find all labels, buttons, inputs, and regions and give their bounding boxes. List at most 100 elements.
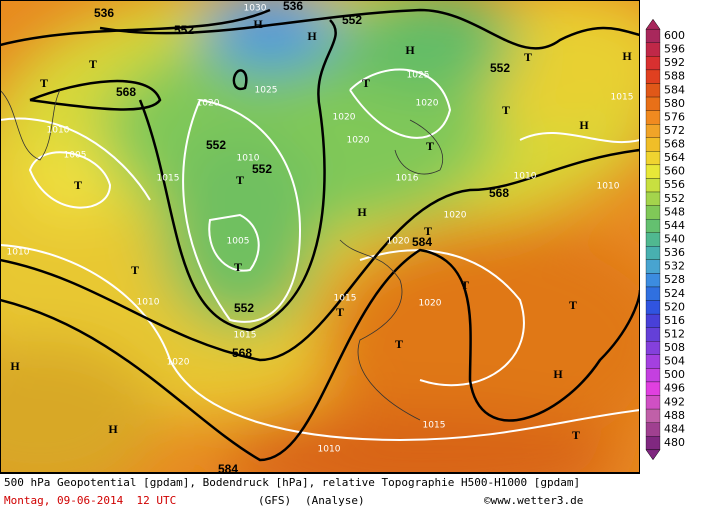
legend-swatch	[645, 259, 661, 274]
footer-credit: ©www.wetter3.de	[484, 494, 583, 507]
legend-label: 516	[664, 314, 685, 327]
legend-swatch	[645, 232, 661, 247]
geopotential-label: 536	[94, 6, 114, 20]
isobar-label: 1010	[514, 172, 537, 182]
legend-swatch	[645, 42, 661, 57]
pressure-center-label: T	[74, 178, 82, 192]
legend-label: 512	[664, 327, 685, 340]
legend-label: 536	[664, 246, 685, 259]
legend-label: 564	[664, 151, 685, 164]
geopotential-label: 568	[232, 346, 252, 360]
footer-model: (GFS)	[258, 494, 291, 507]
legend-swatch	[645, 205, 661, 220]
isobar-label: 1010	[7, 248, 30, 258]
legend-label: 576	[664, 110, 685, 123]
pressure-center-label: T	[362, 76, 370, 90]
pressure-center-label: T	[234, 260, 242, 274]
isobar-label: 1020	[347, 136, 370, 146]
legend-label: 584	[664, 83, 685, 96]
isobar-label: 1020	[167, 358, 190, 368]
legend-label: 552	[664, 192, 685, 205]
legend-swatch	[645, 436, 661, 450]
legend-swatch	[645, 273, 661, 288]
legend-label: 600	[664, 29, 685, 42]
legend-label: 572	[664, 124, 685, 137]
pressure-center-label: T	[336, 305, 344, 319]
isobar-label: 1015	[423, 421, 446, 431]
geopotential-label: 536	[283, 0, 303, 13]
legend-swatch	[645, 56, 661, 71]
pressure-center-label: T	[424, 224, 432, 238]
legend-label: 588	[664, 70, 685, 83]
geopotential-label: 552	[174, 23, 194, 37]
isobar-label: 1010	[137, 298, 160, 308]
legend-label: 556	[664, 178, 685, 191]
isobar-label: 1016	[396, 174, 419, 184]
legend-swatch	[645, 164, 661, 179]
pressure-center-label: T	[569, 298, 577, 312]
legend-swatch	[645, 151, 661, 166]
isobar-label: 1005	[64, 151, 87, 161]
isobar-label: 1020	[333, 113, 356, 123]
pressure-center-label: H	[357, 205, 367, 219]
geopotential-label: 552	[206, 138, 226, 152]
legend-label: 480	[664, 436, 685, 449]
map: 536 1030 536 552 552 H H H T T 568 1025 T 552 T H 1020 10…	[0, 0, 640, 476]
legend-bottom-arrow	[645, 449, 661, 461]
legend-label: 544	[664, 219, 685, 232]
legend-label: 520	[664, 300, 685, 313]
legend-swatch	[645, 368, 661, 383]
geopotential-label: 584	[218, 462, 238, 476]
isobar-label: 1015	[334, 294, 357, 304]
legend-label: 540	[664, 233, 685, 246]
pressure-center-label: H	[553, 367, 563, 381]
legend-swatch	[645, 83, 661, 98]
legend-swatch	[645, 29, 661, 43]
pressure-center-label: T	[89, 57, 97, 71]
legend-label: 580	[664, 97, 685, 110]
legend-swatch	[645, 354, 661, 369]
legend-label: 496	[664, 382, 685, 395]
isobar-label: 1005	[227, 237, 250, 247]
isobar-label: 1010	[47, 126, 70, 136]
pressure-center-label: T	[461, 278, 469, 292]
pressure-center-label: H	[108, 422, 118, 436]
legend-top-arrow	[645, 18, 661, 30]
isobar-label: 1020	[419, 299, 442, 309]
isobar-label: 1020	[416, 99, 439, 109]
legend-label: 484	[664, 422, 685, 435]
isobar-label: 1020	[197, 99, 220, 109]
legend-label: 508	[664, 341, 685, 354]
legend-swatch	[645, 300, 661, 315]
geopotential-label: 568	[489, 186, 509, 200]
legend-swatch	[645, 341, 661, 355]
isobar-label: 1030	[244, 4, 267, 14]
legend-swatch	[645, 395, 661, 410]
legend-swatch	[645, 137, 661, 152]
isobar-label: 1010	[597, 182, 620, 192]
geopotential-label: 552	[234, 301, 254, 315]
legend-swatch	[645, 110, 661, 125]
legend-swatch	[645, 191, 661, 206]
legend-label: 528	[664, 273, 685, 286]
legend-swatch	[645, 422, 661, 437]
pressure-center-label: T	[236, 173, 244, 187]
legend-label: 500	[664, 368, 685, 381]
pressure-center-label: H	[307, 29, 317, 43]
legend-swatch	[645, 381, 661, 396]
geopotential-label: 568	[116, 85, 136, 99]
pressure-center-label: T	[395, 337, 403, 351]
legend-swatch	[645, 124, 661, 138]
legend-label: 560	[664, 165, 685, 178]
legend-label: 504	[664, 355, 685, 368]
isobar-label: 1020	[387, 237, 410, 247]
pressure-center-label: H	[10, 359, 20, 373]
legend-label: 548	[664, 205, 685, 218]
color-legend: 6005965925885845805765725685645605565525…	[645, 18, 685, 461]
legend-label: 596	[664, 43, 685, 56]
pressure-center-label: T	[502, 103, 510, 117]
pressure-center-label: H	[579, 118, 589, 132]
legend-swatch	[645, 286, 661, 301]
